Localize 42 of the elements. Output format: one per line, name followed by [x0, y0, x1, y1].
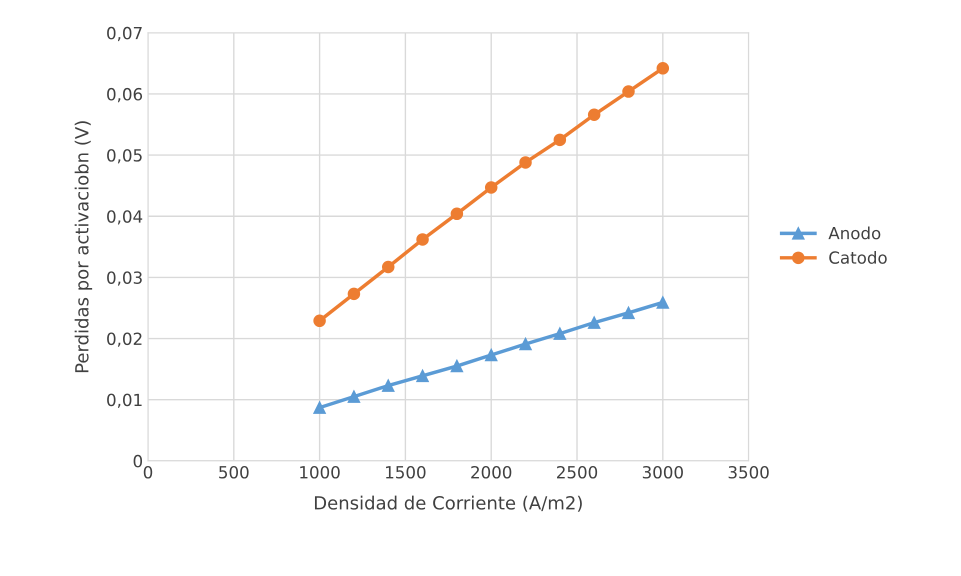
y-tick-label: 0,03 [107, 271, 142, 286]
y-tick-label: 0,07 [107, 26, 142, 42]
point [348, 390, 360, 403]
x-tick-label: 2500 [557, 466, 598, 479]
point [656, 62, 670, 75]
y-tick-label: 0,04 [107, 210, 142, 225]
point [622, 85, 635, 98]
point [656, 296, 670, 309]
point [382, 379, 394, 392]
y-tick-label: 0,05 [107, 149, 142, 164]
y-tick-label: 0,06 [107, 88, 142, 102]
point [484, 348, 498, 362]
x-tick-label: 3500 [728, 466, 769, 479]
point [450, 360, 464, 372]
point [588, 108, 600, 122]
x-tick-label: 2000 [471, 466, 512, 479]
point [450, 208, 464, 220]
x-tick-label: 1000 [300, 466, 340, 479]
y-tick-label: 0 [134, 454, 142, 468]
x-tick-label: 3000 [642, 466, 683, 479]
y-tick-label: 0,01 [107, 394, 142, 408]
y-axis-title: Perdidas por activaciobn (V) [74, 121, 92, 372]
point [519, 156, 532, 169]
x-tick-label: 1500 [386, 466, 426, 479]
point [519, 338, 532, 350]
x-tick-label: 500 [219, 466, 249, 479]
point [348, 288, 360, 300]
x-tick-label: 0 [144, 466, 152, 479]
point [554, 134, 566, 146]
point [416, 233, 429, 246]
point [313, 401, 326, 414]
point [484, 181, 498, 194]
point [588, 316, 600, 329]
y-tick-label: 0,02 [107, 332, 142, 347]
point [382, 260, 394, 274]
legend-label: Anodo [828, 226, 880, 240]
point [554, 327, 566, 340]
point [416, 370, 429, 382]
point [622, 306, 635, 320]
x-axis-title: Densidad de Corriente (A/m2) [314, 496, 582, 512]
legend-label: Catodo [829, 250, 887, 264]
point [313, 314, 326, 328]
